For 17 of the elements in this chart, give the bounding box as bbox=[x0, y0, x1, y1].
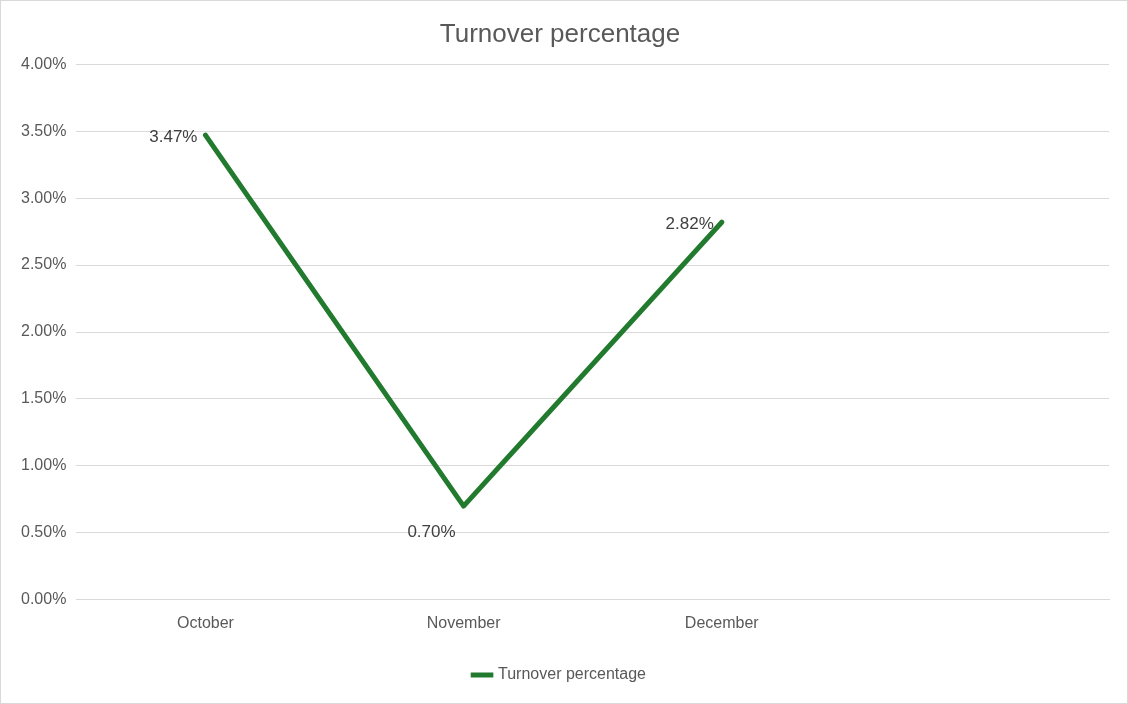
data-label: 0.70% bbox=[407, 521, 456, 541]
y-tick-label: 4.00% bbox=[20, 54, 67, 72]
y-tick-label: 2.00% bbox=[20, 322, 67, 340]
y-tick-label: 2.50% bbox=[20, 255, 67, 273]
y-tick-label: 0.00% bbox=[20, 590, 67, 608]
legend-label: Turnover percentage bbox=[498, 665, 647, 683]
data-label: 2.82% bbox=[665, 213, 714, 233]
x-tick-label: November bbox=[426, 613, 502, 631]
x-tick-label: October bbox=[176, 613, 235, 631]
y-tick-label: 1.00% bbox=[20, 456, 67, 474]
y-tick-label: 3.50% bbox=[20, 121, 67, 139]
y-tick-label: 1.50% bbox=[20, 389, 67, 407]
y-tick-label: 3.00% bbox=[20, 188, 67, 206]
chart-title: Turnover percentage bbox=[439, 17, 681, 48]
data-label: 3.47% bbox=[149, 126, 198, 146]
x-tick-label: December bbox=[684, 613, 760, 631]
y-tick-label: 0.50% bbox=[20, 523, 67, 541]
